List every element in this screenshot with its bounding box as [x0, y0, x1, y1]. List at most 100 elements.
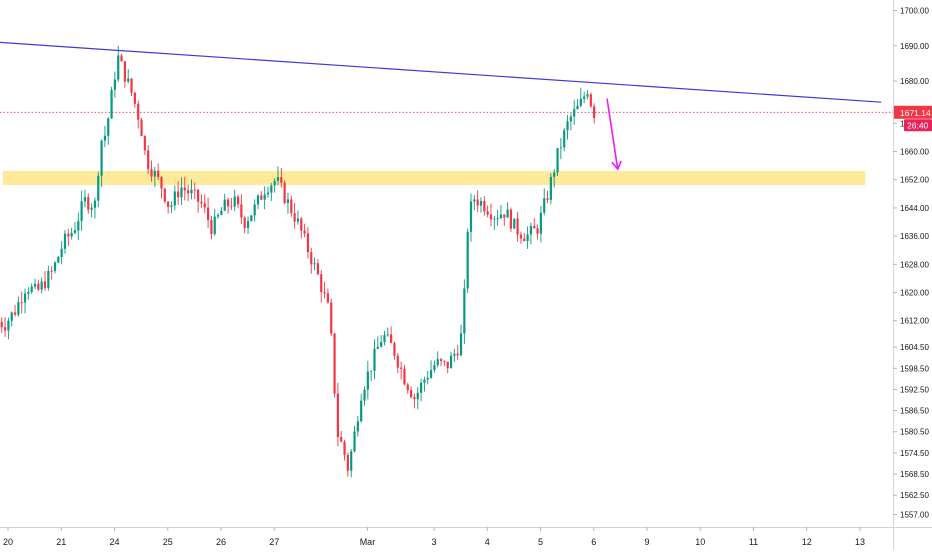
candle[interactable]	[290, 195, 293, 217]
candle[interactable]	[33, 278, 37, 290]
candle[interactable]	[137, 100, 140, 129]
candle[interactable]	[396, 352, 399, 374]
candle[interactable]	[519, 231, 523, 244]
candle[interactable]	[203, 194, 206, 214]
candle[interactable]	[360, 393, 363, 423]
candle[interactable]	[410, 386, 413, 399]
candle[interactable]	[393, 341, 396, 360]
candle[interactable]	[197, 188, 200, 213]
down-arrow-annotation[interactable]	[606, 98, 622, 171]
candle[interactable]	[43, 271, 47, 291]
candle[interactable]	[213, 209, 216, 236]
candle[interactable]	[80, 190, 83, 231]
candle[interactable]	[459, 324, 463, 357]
candle[interactable]	[153, 166, 156, 187]
candle[interactable]	[110, 86, 113, 119]
candle[interactable]	[573, 99, 576, 125]
candle[interactable]	[543, 188, 546, 216]
candle[interactable]	[113, 71, 116, 98]
candle[interactable]	[190, 179, 193, 200]
candle[interactable]	[100, 139, 103, 187]
candle[interactable]	[53, 261, 57, 274]
candle[interactable]	[163, 187, 166, 204]
candle[interactable]	[566, 115, 569, 140]
candle[interactable]	[523, 232, 526, 242]
candle[interactable]	[280, 167, 283, 188]
candle[interactable]	[70, 227, 73, 240]
candle[interactable]	[303, 223, 306, 238]
candle[interactable]	[23, 288, 27, 314]
candle[interactable]	[123, 61, 126, 88]
candle[interactable]	[529, 222, 533, 245]
candle[interactable]	[173, 185, 176, 211]
candle[interactable]	[246, 216, 250, 234]
candle[interactable]	[533, 218, 536, 229]
candle[interactable]	[516, 212, 519, 242]
candle[interactable]	[17, 296, 20, 317]
candle[interactable]	[193, 182, 196, 200]
candle[interactable]	[97, 171, 100, 208]
candle[interactable]	[353, 425, 356, 453]
candle[interactable]	[366, 360, 369, 400]
candle[interactable]	[356, 415, 359, 437]
candle[interactable]	[67, 228, 70, 247]
candle[interactable]	[506, 202, 509, 218]
candle[interactable]	[10, 311, 13, 327]
candle[interactable]	[526, 226, 529, 249]
candle[interactable]	[40, 277, 43, 294]
candle[interactable]	[250, 215, 253, 222]
candle[interactable]	[50, 266, 53, 280]
candle[interactable]	[313, 257, 316, 271]
candle[interactable]	[443, 360, 446, 367]
candle[interactable]	[336, 382, 339, 447]
candle[interactable]	[167, 201, 170, 214]
candle[interactable]	[553, 168, 556, 188]
candle[interactable]	[400, 361, 403, 380]
candle[interactable]	[226, 197, 230, 214]
candle[interactable]	[130, 78, 133, 96]
candle[interactable]	[350, 449, 353, 478]
candle[interactable]	[243, 215, 246, 234]
candle[interactable]	[300, 217, 303, 239]
candle[interactable]	[133, 92, 136, 108]
candle[interactable]	[127, 69, 130, 84]
candle[interactable]	[376, 336, 379, 350]
candle[interactable]	[483, 196, 486, 216]
candle[interactable]	[343, 439, 346, 461]
candle[interactable]	[240, 194, 243, 224]
candle[interactable]	[20, 291, 23, 314]
candle[interactable]	[489, 203, 493, 227]
candle[interactable]	[160, 176, 163, 199]
candle[interactable]	[183, 176, 186, 201]
candle[interactable]	[539, 206, 542, 243]
candle[interactable]	[536, 224, 539, 240]
candle[interactable]	[47, 265, 50, 291]
candle[interactable]	[469, 193, 473, 242]
candle[interactable]	[210, 215, 213, 240]
candle[interactable]	[63, 230, 67, 254]
candle[interactable]	[143, 135, 146, 156]
candle[interactable]	[223, 193, 226, 212]
candle[interactable]	[503, 214, 506, 227]
candle[interactable]	[386, 327, 389, 337]
candle[interactable]	[306, 227, 310, 259]
candle[interactable]	[150, 160, 153, 182]
candle[interactable]	[107, 117, 110, 145]
candle[interactable]	[87, 193, 90, 214]
candle[interactable]	[330, 298, 333, 337]
candle[interactable]	[346, 452, 349, 477]
candle[interactable]	[3, 317, 7, 338]
candle[interactable]	[419, 378, 423, 402]
candle[interactable]	[333, 332, 336, 398]
candle[interactable]	[316, 258, 320, 276]
plot-area[interactable]	[0, 41, 893, 478]
candle[interactable]	[383, 330, 386, 346]
candle[interactable]	[569, 113, 572, 131]
candle[interactable]	[0, 317, 3, 333]
candle[interactable]	[180, 177, 183, 205]
candle[interactable]	[60, 241, 63, 265]
candle[interactable]	[433, 360, 436, 373]
candle[interactable]	[37, 280, 40, 292]
candle[interactable]	[390, 326, 393, 344]
candle[interactable]	[403, 364, 406, 386]
